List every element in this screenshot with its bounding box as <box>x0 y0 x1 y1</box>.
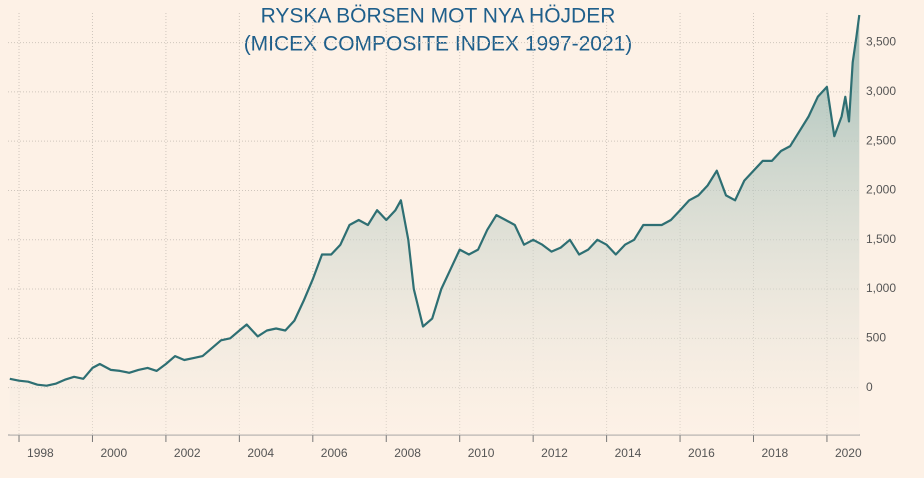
y-tick-label: 3,500 <box>866 35 896 49</box>
y-tick-label: 0 <box>866 380 873 394</box>
x-tick-label: 2006 <box>321 446 348 460</box>
x-tick-label: 2000 <box>100 446 127 460</box>
x-tick-label: 2008 <box>394 446 421 460</box>
x-tick-label: 2004 <box>247 446 274 460</box>
x-tick-label: 2016 <box>688 446 715 460</box>
x-tick-label: 1998 <box>27 446 54 460</box>
x-tick-label: 2018 <box>762 446 789 460</box>
line <box>9 14 861 387</box>
x-tick-label: 2012 <box>541 446 568 460</box>
y-tick-label: 1,000 <box>866 281 896 295</box>
x-tick-label: 2002 <box>174 446 201 460</box>
area-fill <box>9 15 860 435</box>
chart-title: RYSKA BÖRSEN MOT NYA HÖJDER <box>261 5 616 28</box>
y-tick-label: 1,500 <box>866 232 896 246</box>
y-tick-label: 2,000 <box>866 183 896 197</box>
chart-subtitle: (MICEX COMPOSITE INDEX 1997-2021) <box>244 33 633 56</box>
y-tick-label: 2,500 <box>866 133 896 147</box>
y-tick-label: 3,000 <box>866 84 896 98</box>
x-tick-label: 2014 <box>615 446 642 460</box>
y-tick-label: 500 <box>866 331 886 345</box>
x-tick-label: 2010 <box>468 446 495 460</box>
x-tick-label: 2020 <box>835 446 862 460</box>
